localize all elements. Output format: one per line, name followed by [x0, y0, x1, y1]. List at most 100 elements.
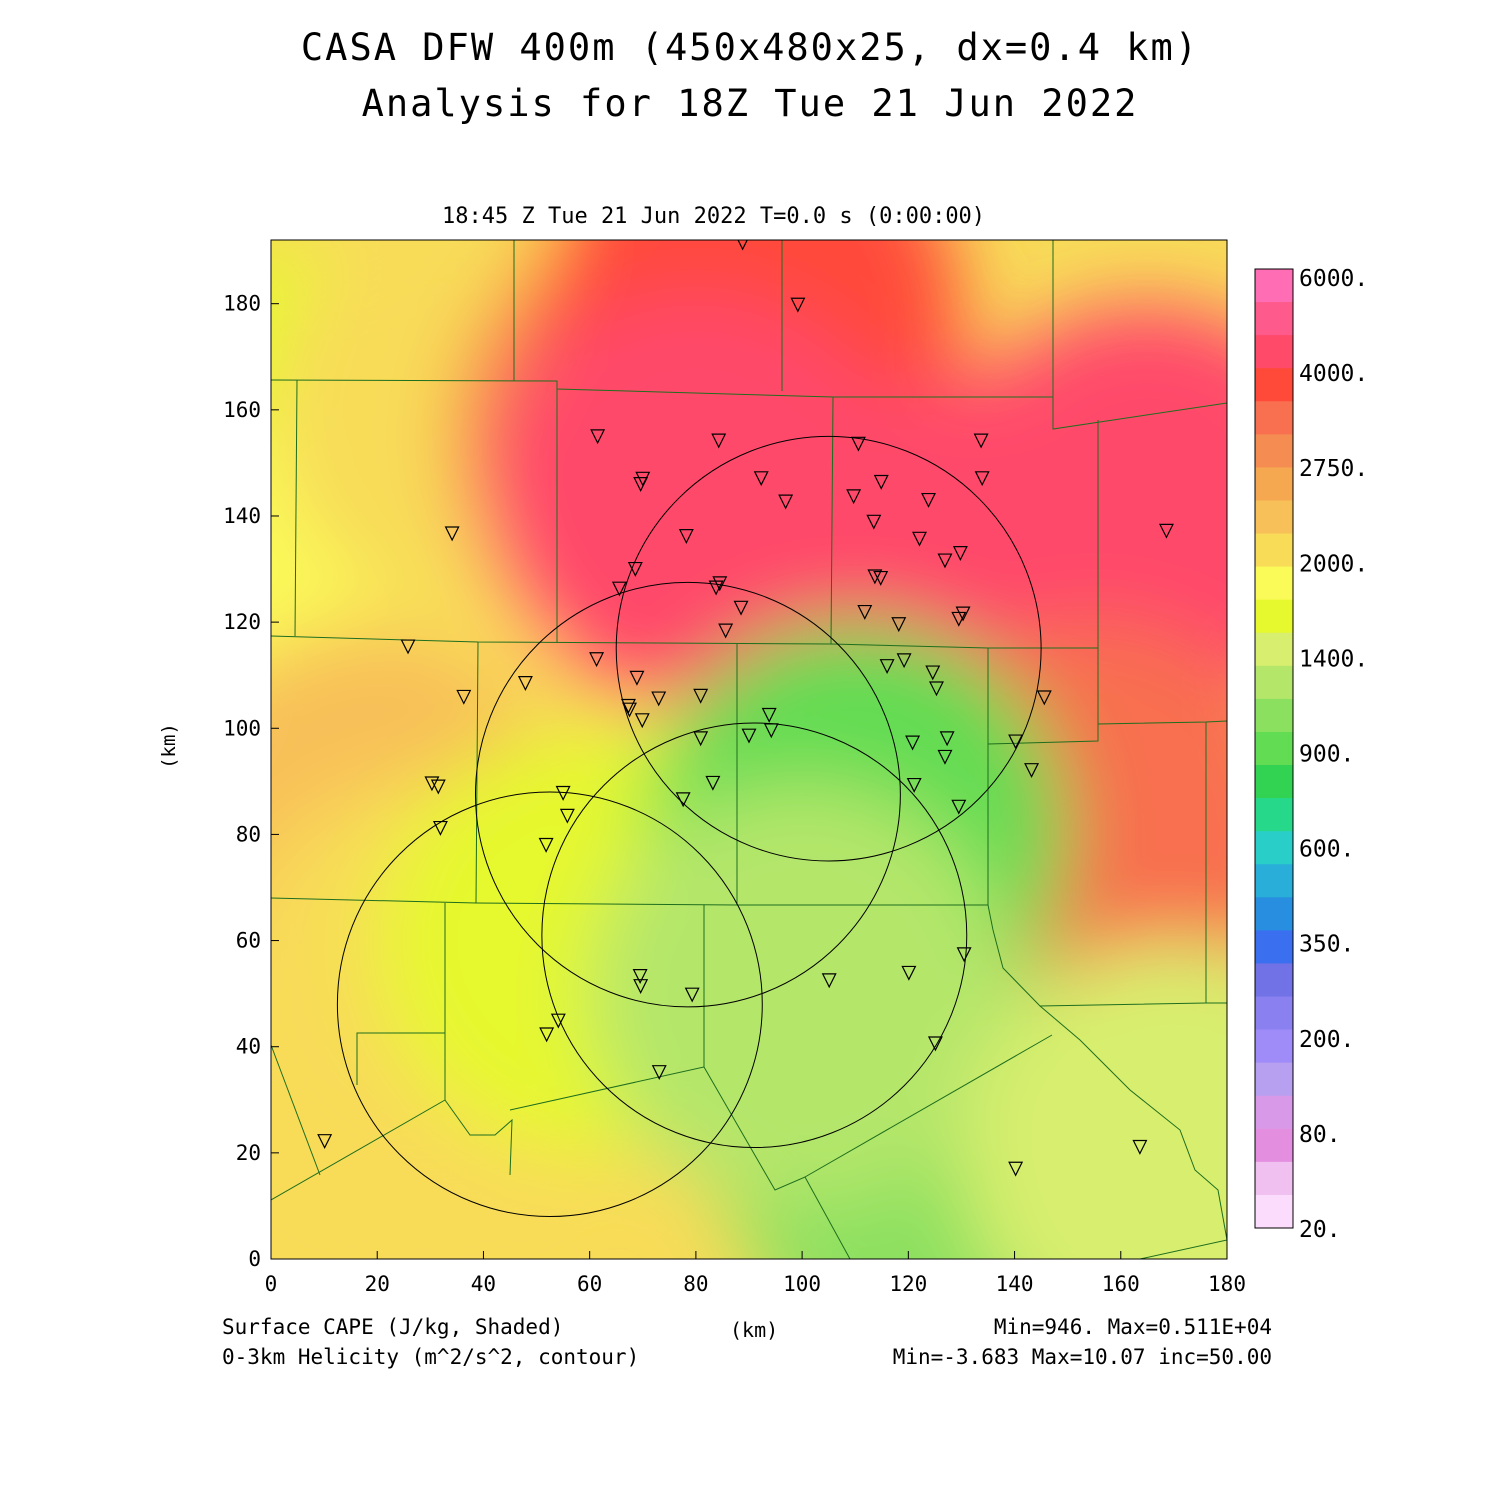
colorbar-label: 900. [1299, 742, 1354, 768]
colorbar-label: 1400. [1299, 646, 1368, 672]
y-tick-label: 100 [223, 716, 261, 740]
station-marker-15 [912, 531, 927, 547]
colorbar-swatch [1255, 302, 1293, 336]
footer-shaded-field-label: Surface CAPE (J/kg, Shaded) [222, 1315, 564, 1339]
station-marker-63 [951, 799, 967, 815]
valid-time-header: 18:45 Z Tue 21 Jun 2022 T=0.0 s (0:00:00… [442, 204, 986, 229]
x-tick-label: 0 [265, 1272, 278, 1296]
station-marker-47 [634, 713, 650, 729]
y-tick-label: 140 [223, 504, 261, 528]
station-marker-31 [891, 617, 907, 633]
station-marker-77 [317, 1134, 333, 1150]
station-marker-37 [629, 670, 645, 686]
station-marker-62 [675, 792, 691, 808]
colorbar-swatch [1255, 665, 1293, 700]
figure-title-line2: Analysis for 18Z Tue 21 Jun 2022 [361, 82, 1139, 125]
helicity-contour-0 [336, 791, 763, 1218]
x-tick-label: 100 [783, 1272, 821, 1296]
colorbar-label: 2000. [1299, 551, 1368, 577]
colorbar-swatch [1255, 731, 1293, 766]
station-marker-57 [424, 776, 440, 792]
station-marker-26 [712, 576, 728, 592]
station-marker-38 [925, 665, 941, 681]
station-marker-27 [733, 600, 749, 616]
station-marker-24 [611, 581, 627, 597]
colorbar-label: 20. [1299, 1217, 1341, 1243]
y-tick-label: 40 [236, 1035, 261, 1059]
footer-contour-field-label: 0-3km Helicity (m^2/s^2, contour) [222, 1345, 640, 1369]
station-marker-50 [741, 728, 757, 744]
station-marker-61 [555, 785, 571, 801]
colorbar-swatch [1255, 864, 1293, 898]
station-marker-18 [1158, 523, 1174, 539]
y-tick-label: 60 [236, 929, 261, 953]
station-marker-1 [790, 297, 806, 313]
colorbar-label: 2750. [1299, 456, 1368, 482]
station-marker-78 [1132, 1139, 1148, 1155]
colorbar-swatch [1255, 434, 1293, 468]
station-marker-5 [711, 433, 727, 449]
x-tick-label: 80 [683, 1272, 708, 1296]
station-marker-55 [937, 749, 953, 765]
colorbar-swatch [1255, 897, 1293, 931]
cape-region-15 [589, 781, 1015, 1207]
station-marker-51 [693, 731, 709, 747]
station-marker-59 [705, 775, 721, 791]
station-marker-0 [737, 240, 748, 251]
station-marker-11 [778, 494, 794, 510]
x-axis-label: (km) [730, 1318, 779, 1342]
station-marker-33 [400, 639, 416, 655]
y-tick-label: 20 [236, 1141, 261, 1165]
station-marker-36 [879, 659, 895, 675]
station-marker-76 [651, 1065, 667, 1081]
station-marker-8 [873, 474, 889, 490]
colorbar-swatch [1255, 698, 1293, 733]
station-marker-56 [1024, 763, 1040, 779]
colorbar-swatch [1255, 500, 1293, 535]
station-marker-20 [867, 569, 883, 585]
station-marker-32 [718, 623, 734, 639]
helicity-contour-1 [474, 581, 901, 1008]
colorbar-swatch [1255, 1062, 1293, 1097]
colorbar-swatch [1255, 269, 1293, 303]
colorbar-label: 4000. [1299, 361, 1368, 387]
x-tick-label: 40 [471, 1272, 496, 1296]
station-marker-6 [753, 471, 769, 487]
y-tick-label: 0 [248, 1247, 261, 1271]
colorbar-swatch [1255, 1194, 1293, 1229]
station-marker-13 [444, 526, 460, 542]
station-marker-53 [939, 731, 955, 747]
station-marker-40 [929, 681, 944, 697]
station-marker-30 [951, 611, 967, 627]
colorbar-swatch [1255, 930, 1293, 964]
station-marker-21 [873, 570, 889, 586]
station-marker-35 [896, 653, 912, 669]
station-marker-74 [539, 1027, 555, 1043]
station-marker-49 [763, 723, 779, 739]
cape-region-16 [961, 940, 1227, 1259]
station-marker-72 [901, 965, 917, 981]
station-marker-9 [846, 489, 862, 505]
station-marker-58 [430, 779, 446, 795]
colorbar-swatch [1255, 1029, 1293, 1064]
colorbar-label: 80. [1299, 1122, 1341, 1148]
station-marker-42 [651, 691, 667, 707]
station-marker-54 [1008, 734, 1024, 750]
station-marker-67 [956, 947, 972, 963]
station-marker-65 [432, 820, 448, 836]
colorbar-swatch [1255, 368, 1293, 402]
station-marker-43 [693, 688, 709, 704]
station-marker-19 [627, 561, 643, 577]
x-tick-label: 180 [1208, 1272, 1246, 1296]
colorbar-swatch [1255, 401, 1293, 435]
observation-stations [317, 240, 1174, 1177]
colorbar-swatch [1255, 765, 1293, 799]
station-marker-48 [761, 707, 777, 723]
colorbar-swatch [1255, 963, 1293, 998]
cape-colorbar: 6000. 4000. 2750. 2000. 1400. 900. 600. 350. 200… [1254, 266, 1368, 1243]
station-marker-2 [590, 429, 606, 445]
station-marker-29 [955, 606, 971, 622]
footer-contour-field-range: Min=-3.683 Max=10.07 inc=50.00 [892, 1345, 1272, 1369]
cape-shaded-field [271, 240, 1227, 1259]
